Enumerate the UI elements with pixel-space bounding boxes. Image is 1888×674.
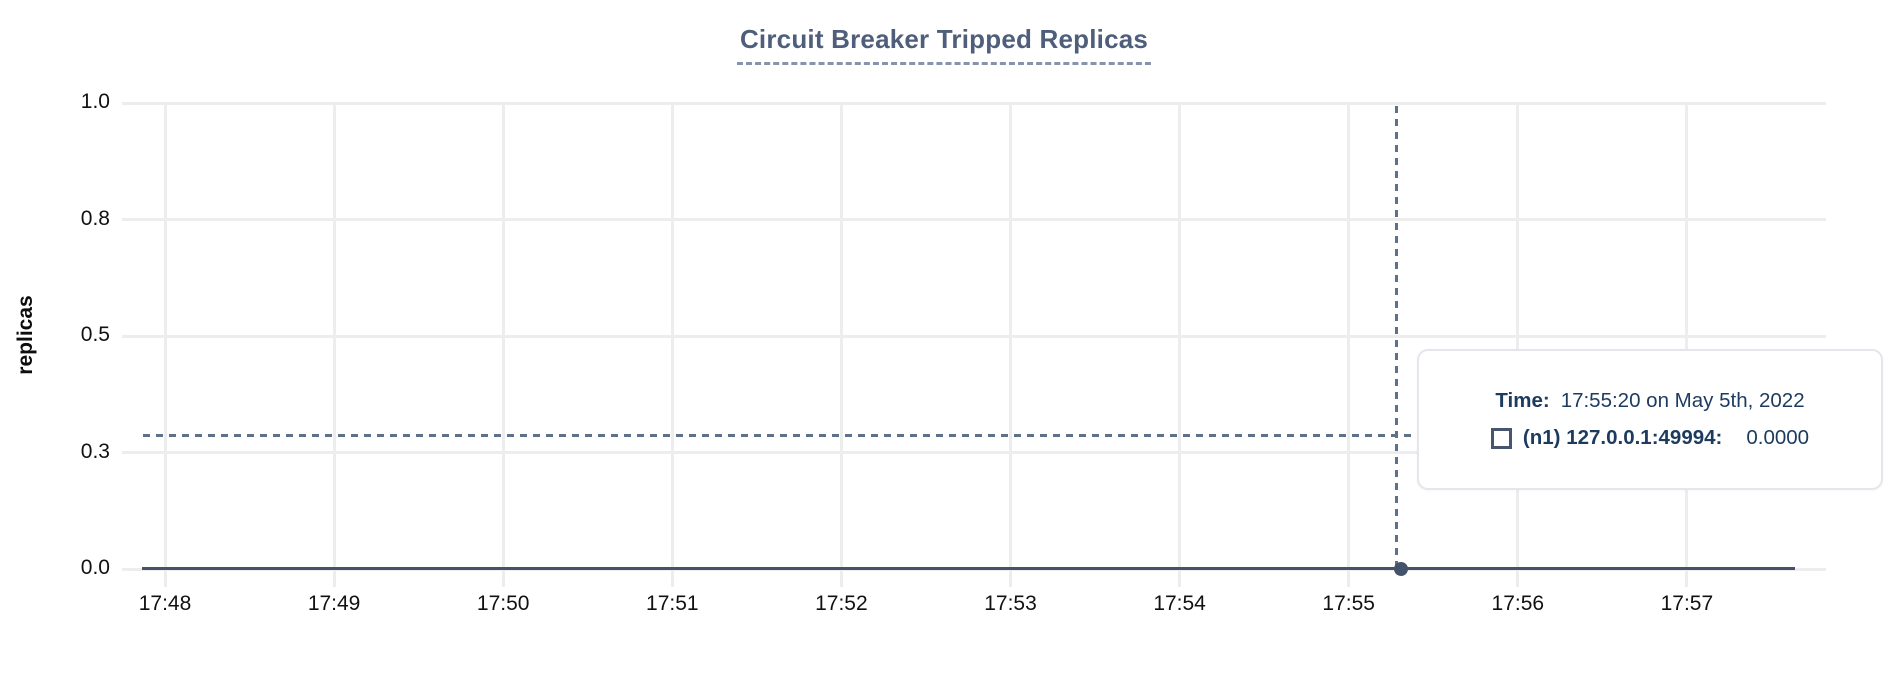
x-tick-label: 17:52	[815, 592, 868, 615]
gridline-vertical	[1685, 103, 1689, 587]
gridline-vertical	[1516, 103, 1520, 587]
y-tick-label: 0.3	[80, 439, 110, 463]
x-tick-label: 17:50	[476, 592, 530, 615]
y-tick-label: 0.5	[80, 323, 110, 346]
tooltip-time-value: 17:55:20 on May 5th, 2022	[1560, 389, 1805, 412]
y-tick-label: 0.8	[80, 206, 110, 230]
gridline-vertical	[1178, 103, 1182, 587]
x-tick-label: 17:57	[1660, 592, 1714, 615]
chart-title: Circuit Breaker Tripped Replicas	[736, 24, 1152, 65]
x-tick-label: 17:56	[1491, 592, 1545, 615]
series-line-n1	[142, 567, 1795, 570]
gridline-vertical	[332, 103, 336, 587]
series-swatch-icon	[1490, 427, 1512, 449]
gridline-vertical	[1009, 103, 1012, 587]
x-tick-label: 17:49	[307, 592, 361, 615]
gridline-vertical	[1347, 103, 1351, 587]
tooltip-time-row: Time: 17:55:20 on May 5th, 2022	[1495, 389, 1804, 413]
x-tick-label: 17:53	[984, 592, 1037, 615]
x-tick-label: 17:54	[1153, 592, 1206, 615]
gridline-horizontal	[122, 451, 1826, 454]
x-tick-label: 17:55	[1322, 592, 1375, 615]
gridline-vertical	[670, 103, 674, 587]
gridline-horizontal	[122, 101, 1826, 105]
x-tick-label: 17:48	[138, 592, 192, 615]
hovered-data-point-marker	[1394, 562, 1408, 576]
tooltip-series-label: (n1) 127.0.0.1:49994:	[1522, 426, 1723, 449]
crosshair-horizontal-line	[143, 434, 1413, 437]
gridline-horizontal	[122, 334, 1826, 338]
gridline-vertical	[839, 103, 843, 587]
gridline-vertical	[501, 103, 505, 587]
y-tick-label: 1.0	[80, 90, 110, 113]
plot-area[interactable]	[122, 101, 1826, 587]
tooltip-time-label: Time:	[1495, 389, 1550, 412]
x-tick-label: 17:51	[646, 592, 699, 615]
crosshair-vertical-line	[1395, 106, 1398, 566]
gridline-vertical	[163, 103, 167, 587]
hover-tooltip: Time: 17:55:20 on May 5th, 2022 (n1) 127…	[1417, 349, 1883, 490]
tooltip-series-row: (n1) 127.0.0.1:49994: 0.0000	[1490, 426, 1810, 450]
gridline-horizontal	[122, 218, 1826, 221]
tooltip-series-value: 0.0000	[1746, 426, 1810, 449]
y-tick-label: 0.0	[80, 556, 110, 579]
